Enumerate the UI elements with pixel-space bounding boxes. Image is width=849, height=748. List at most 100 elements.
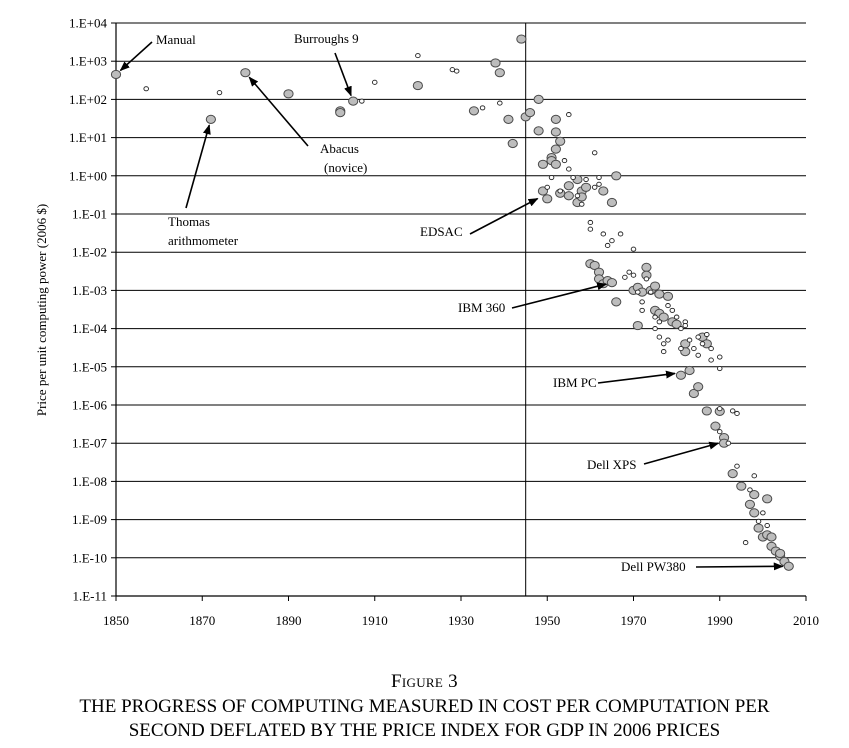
annotation-label: Thomas	[168, 214, 210, 229]
y-tick-label: 1.E+02	[69, 92, 107, 107]
data-point-small	[479, 105, 486, 111]
annotation-arrow	[334, 52, 352, 97]
data-point-small	[372, 79, 378, 85]
data-point-large	[283, 89, 294, 99]
data-point-small	[708, 357, 714, 363]
data-point-small	[591, 150, 598, 156]
annotation-label: arithmometer	[168, 233, 239, 248]
annotation-arrow	[469, 197, 539, 235]
data-point-small	[566, 112, 572, 118]
y-tick-label: 1.E-04	[72, 321, 108, 336]
data-point-large	[412, 80, 423, 91]
data-point-small	[143, 86, 149, 92]
annotation-label: Dell XPS	[587, 457, 636, 472]
data-point-small	[630, 272, 637, 278]
annotation-label: (novice)	[324, 160, 367, 175]
data-point-small	[656, 319, 663, 325]
y-tick-label: 1.E+04	[69, 16, 108, 31]
data-point-large	[507, 138, 518, 149]
y-tick-label: 1.E-06	[72, 398, 108, 413]
annotation-arrow	[643, 441, 720, 465]
annotation-arrow	[695, 562, 784, 571]
data-point-large	[537, 159, 549, 169]
grid-lines	[116, 22, 806, 597]
data-points	[110, 34, 794, 571]
data-point-small	[678, 346, 684, 352]
data-point-small	[691, 346, 697, 352]
y-tick-label: 1.E-08	[72, 474, 107, 489]
y-tick-label: 1.E-11	[72, 589, 107, 604]
plot-axes	[111, 22, 807, 601]
data-point-small	[570, 174, 576, 181]
data-point-small	[635, 289, 641, 295]
data-point-small	[682, 323, 689, 329]
x-tick-label: 1890	[276, 613, 302, 628]
data-point-large	[749, 490, 760, 500]
data-point-small	[652, 314, 658, 320]
data-point-small	[708, 346, 714, 352]
annotation-label: Manual	[156, 32, 196, 47]
annotation-label: Dell PW380	[621, 559, 686, 574]
data-point-small	[760, 510, 766, 516]
data-point-small	[359, 98, 365, 104]
data-point-small	[660, 349, 667, 355]
y-tick-label: 1.E-09	[72, 512, 107, 527]
data-point-large	[550, 159, 561, 169]
data-point-large	[110, 69, 122, 80]
data-point-small	[566, 166, 572, 172]
data-point-small	[660, 341, 667, 347]
data-point-small	[652, 326, 658, 332]
annotation-arrow	[185, 124, 211, 209]
data-point-small	[622, 274, 628, 280]
data-point-large	[494, 68, 505, 78]
data-point-small	[596, 174, 602, 181]
data-point-small	[579, 201, 585, 207]
data-point-large	[762, 494, 773, 504]
data-point-small	[497, 100, 503, 106]
data-point-large	[550, 114, 561, 124]
data-point-small	[415, 53, 421, 59]
annotation-label: IBM PC	[553, 375, 597, 390]
annotation-label: Burroughs 9	[294, 31, 359, 46]
x-tick-label: 1970	[621, 613, 647, 628]
data-point-small	[764, 522, 770, 529]
data-point-large	[783, 561, 794, 571]
data-point-small	[544, 184, 551, 190]
data-point-small	[734, 463, 740, 469]
data-point-large	[649, 281, 661, 291]
data-point-large	[606, 197, 618, 208]
data-point-small	[643, 276, 650, 282]
data-point-small	[755, 518, 762, 524]
data-point-small	[673, 314, 680, 320]
data-point-small	[742, 540, 749, 546]
data-point-large	[671, 319, 682, 329]
data-point-small	[216, 90, 223, 96]
data-point-large	[524, 108, 536, 118]
data-point-small	[669, 307, 676, 313]
data-point-small	[678, 326, 684, 332]
data-point-large	[606, 278, 618, 288]
y-tick-label: 1.E-01	[72, 207, 107, 222]
data-point-small	[686, 337, 693, 343]
data-point-large	[611, 171, 622, 181]
data-point-small	[665, 337, 671, 343]
data-point-large	[654, 289, 665, 299]
data-point-small	[734, 410, 740, 417]
x-axis-tick-labels: 1850 1870 1890 1910 1930 1950 1970 1990 2010	[103, 613, 819, 628]
data-point-small	[639, 307, 645, 313]
data-point-small	[717, 406, 723, 412]
data-point-large	[727, 469, 738, 479]
data-point-large	[335, 108, 346, 118]
annotation-arrow	[119, 41, 153, 72]
data-point-small	[596, 181, 602, 187]
y-tick-label: 1.E+01	[69, 130, 107, 145]
data-point-small	[609, 238, 615, 244]
annotation-arrow	[597, 370, 676, 384]
data-point-large	[533, 94, 544, 105]
data-point-small	[574, 193, 581, 199]
data-point-small	[665, 303, 671, 309]
data-point-small	[453, 68, 460, 74]
y-tick-label: 1.E-03	[72, 283, 107, 298]
data-point-small	[548, 174, 555, 181]
data-point-large	[550, 127, 561, 137]
